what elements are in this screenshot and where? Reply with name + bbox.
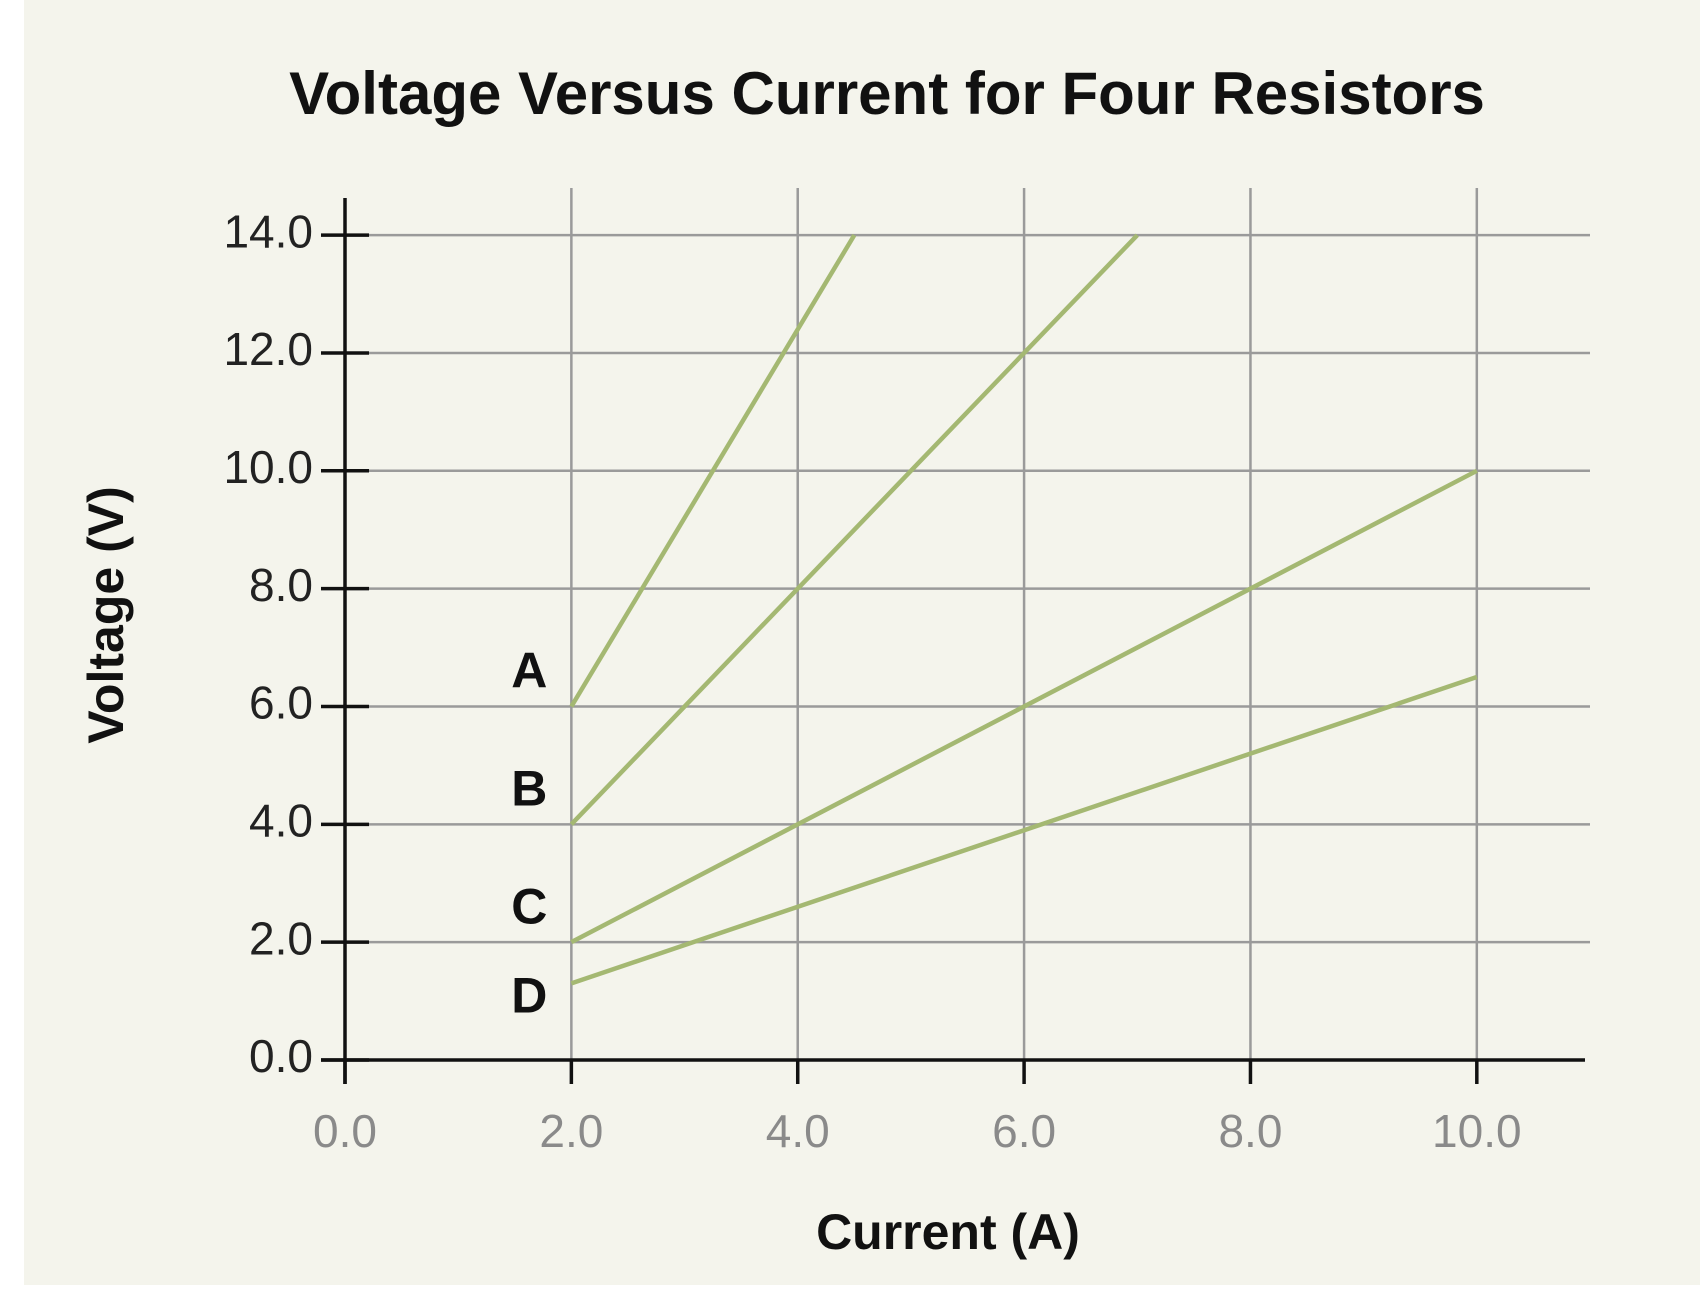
series-label: A (511, 643, 547, 699)
x-tick-label: 6.0 (992, 1105, 1056, 1157)
series-label: D (511, 968, 547, 1024)
series-label: C (511, 878, 547, 934)
y-tick-label: 4.0 (249, 794, 313, 846)
y-tick-label: 12.0 (223, 323, 313, 375)
x-tick-label: 4.0 (766, 1105, 830, 1157)
x-tick-label: 8.0 (1218, 1105, 1282, 1157)
series-line (570, 468, 1478, 945)
x-axis-label: Current (A) (816, 1204, 1080, 1260)
y-axis-label: Voltage (V) (78, 486, 134, 743)
chart-background (24, 0, 1700, 1285)
y-tick-label: 6.0 (249, 677, 313, 729)
x-tick-label: 2.0 (539, 1105, 603, 1157)
x-tick-label: 0.0 (313, 1105, 377, 1157)
series-label: B (511, 761, 547, 817)
y-tick-label: 14.0 (223, 205, 313, 257)
y-tick-label: 10.0 (223, 441, 313, 493)
series-line (569, 233, 857, 708)
x-tick-label: 10.0 (1432, 1105, 1522, 1157)
series-line (570, 674, 1478, 986)
chart-title: Voltage Versus Current for Four Resistor… (289, 60, 1485, 127)
y-tick-label: 8.0 (249, 559, 313, 611)
y-tick-label: 0.0 (249, 1030, 313, 1082)
series-line (569, 233, 1139, 826)
y-tick-label: 2.0 (249, 912, 313, 964)
